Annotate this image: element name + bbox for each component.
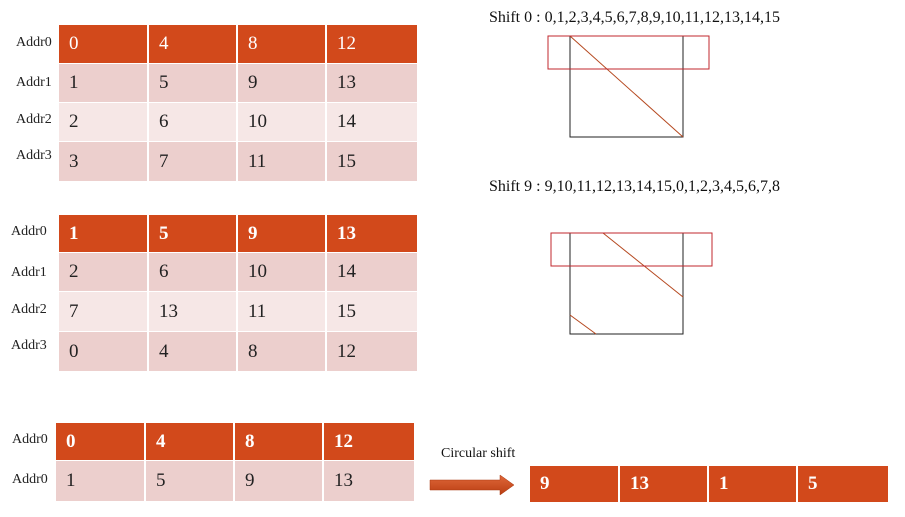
- table-cell: 15: [327, 142, 417, 181]
- table-cell: 13: [324, 461, 414, 501]
- table-cell: 12: [327, 25, 417, 63]
- table-cell: 0: [59, 332, 149, 371]
- table-cell: 9: [530, 466, 620, 502]
- table-row: 1 5 9 13: [59, 64, 417, 102]
- table-cell: 10: [238, 253, 327, 291]
- table-row: 1 5 9 13: [56, 461, 414, 501]
- table-cell: 7: [149, 142, 238, 181]
- right-arrow-icon: [429, 474, 515, 496]
- table-cell: 11: [238, 292, 327, 331]
- memory-table-shifted: 1 5 9 13 2 6 10 14 7 13 11 15 0 4 8 12: [59, 215, 417, 371]
- table-cell: 4: [149, 332, 238, 371]
- read-window-outline: [547, 35, 710, 70]
- table-row: 7 13 11 15: [59, 292, 417, 331]
- addr-label: Addr2: [16, 112, 52, 127]
- table-cell: 10: [238, 103, 327, 141]
- table-cell: 4: [149, 25, 238, 63]
- shift9-diagram: [550, 232, 713, 335]
- table-cell: 5: [146, 461, 235, 501]
- access-diagonal-line: [569, 35, 684, 138]
- table-cell: 14: [327, 103, 417, 141]
- memory-table-pair: 0 4 8 12 1 5 9 13: [56, 423, 414, 501]
- table-row: 0 4 8 12: [56, 423, 414, 460]
- table-cell: 13: [327, 64, 417, 102]
- shift0-diagram: [547, 35, 710, 138]
- circular-shift-result: 9 13 1 5: [530, 466, 888, 502]
- table-cell: 3: [59, 142, 149, 181]
- read-window-outline: [550, 232, 713, 267]
- table-cell: 1: [59, 215, 149, 252]
- addr-label: Addr3: [16, 148, 52, 163]
- table-cell: 0: [56, 423, 146, 460]
- table-row: 2 6 10 14: [59, 253, 417, 291]
- memory-table-original: 0 4 8 12 1 5 9 13 2 6 10 14 3 7 11 15: [59, 25, 417, 181]
- table-row: 1 5 9 13: [59, 215, 417, 252]
- table-row: 9 13 1 5: [530, 466, 888, 502]
- table-cell: 1: [56, 461, 146, 501]
- table-cell: 13: [149, 292, 238, 331]
- table-cell: 4: [146, 423, 235, 460]
- access-diagonal-wrap-line: [569, 314, 597, 335]
- addr-label: Addr0: [16, 35, 52, 50]
- table-cell: 13: [327, 215, 417, 252]
- addr-label: Addr3: [11, 338, 47, 353]
- addr-label: Addr2: [11, 302, 47, 317]
- table-cell: 7: [59, 292, 149, 331]
- table-cell: 8: [235, 423, 324, 460]
- table-row: 0 4 8 12: [59, 332, 417, 371]
- table-cell: 12: [324, 423, 414, 460]
- table-cell: 5: [149, 215, 238, 252]
- table-cell: 9: [235, 461, 324, 501]
- addr-label: Addr0: [11, 224, 47, 239]
- table-cell: 5: [149, 64, 238, 102]
- access-diagonal-line: [602, 232, 684, 298]
- table-cell: 13: [620, 466, 709, 502]
- table-row: 0 4 8 12: [59, 25, 417, 63]
- table-cell: 2: [59, 103, 149, 141]
- addr-label: Addr0: [12, 472, 48, 487]
- addr-label: Addr1: [16, 75, 52, 90]
- table-cell: 6: [149, 103, 238, 141]
- shift9-caption: Shift 9 : 9,10,11,12,13,14,15,0,1,2,3,4,…: [489, 178, 780, 195]
- table-cell: 1: [59, 64, 149, 102]
- table-cell: 2: [59, 253, 149, 291]
- addr-label: Addr0: [12, 432, 48, 447]
- table-cell: 8: [238, 25, 327, 63]
- addr-label: Addr1: [11, 265, 47, 280]
- table-cell: 15: [327, 292, 417, 331]
- table-cell: 8: [238, 332, 327, 371]
- table-row: 3 7 11 15: [59, 142, 417, 181]
- table-cell: 0: [59, 25, 149, 63]
- table-cell: 12: [327, 332, 417, 371]
- table-row: 2 6 10 14: [59, 103, 417, 141]
- shift0-caption: Shift 0 : 0,1,2,3,4,5,6,7,8,9,10,11,12,1…: [489, 9, 780, 26]
- table-cell: 6: [149, 253, 238, 291]
- table-cell: 1: [709, 466, 798, 502]
- circular-shift-label: Circular shift: [441, 446, 516, 461]
- table-cell: 9: [238, 215, 327, 252]
- table-cell: 14: [327, 253, 417, 291]
- table-cell: 11: [238, 142, 327, 181]
- table-cell: 9: [238, 64, 327, 102]
- table-cell: 5: [798, 466, 888, 502]
